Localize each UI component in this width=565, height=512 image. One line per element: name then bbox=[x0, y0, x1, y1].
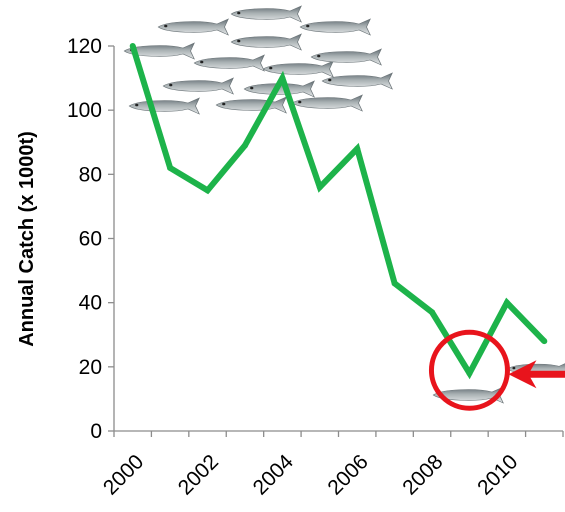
y-tick-label: 120 bbox=[67, 35, 102, 58]
y-axis-title: Annual Catch (x 1000t) bbox=[16, 131, 38, 347]
data-point bbox=[466, 370, 473, 377]
data-point bbox=[541, 338, 548, 345]
data-point bbox=[354, 145, 361, 152]
y-tick-label: 60 bbox=[79, 228, 102, 251]
data-point bbox=[167, 164, 174, 171]
data-point bbox=[241, 142, 248, 149]
fish-icon bbox=[128, 97, 200, 115]
x-tick-label: 2008 bbox=[398, 450, 447, 499]
data-point bbox=[503, 299, 510, 306]
fish-icon bbox=[215, 96, 287, 114]
fish-icon bbox=[157, 18, 229, 36]
y-tick-label: 0 bbox=[90, 420, 102, 443]
fish-icon bbox=[162, 77, 234, 95]
data-point bbox=[429, 309, 436, 316]
x-tick-label: 2002 bbox=[174, 450, 223, 499]
data-point bbox=[279, 75, 286, 82]
highlight-circle-icon bbox=[428, 329, 510, 411]
x-tick-label: 2004 bbox=[249, 450, 299, 500]
fish-icon bbox=[193, 54, 265, 72]
data-point bbox=[129, 43, 136, 49]
arrow-left-icon bbox=[508, 360, 565, 389]
x-tick-label: 2010 bbox=[473, 450, 522, 499]
fish-icon bbox=[262, 60, 334, 78]
y-tick-label: 40 bbox=[79, 292, 102, 315]
y-tick-label: 80 bbox=[79, 163, 102, 186]
data-point bbox=[316, 184, 323, 191]
data-point bbox=[204, 187, 211, 194]
fish-icon bbox=[299, 18, 371, 36]
catch-series-line bbox=[129, 45, 547, 380]
y-tick-label: 100 bbox=[67, 99, 102, 122]
fish-icon bbox=[230, 33, 302, 51]
data-point bbox=[391, 280, 398, 287]
x-tick-label: 2006 bbox=[323, 450, 372, 499]
y-tick-label: 20 bbox=[79, 356, 102, 379]
fish-icon bbox=[310, 48, 382, 66]
arrow-head bbox=[508, 360, 537, 389]
fish-icon bbox=[230, 5, 302, 23]
x-tick-label: 2000 bbox=[99, 450, 148, 499]
fish-icon bbox=[291, 94, 363, 112]
data-points bbox=[129, 43, 548, 377]
